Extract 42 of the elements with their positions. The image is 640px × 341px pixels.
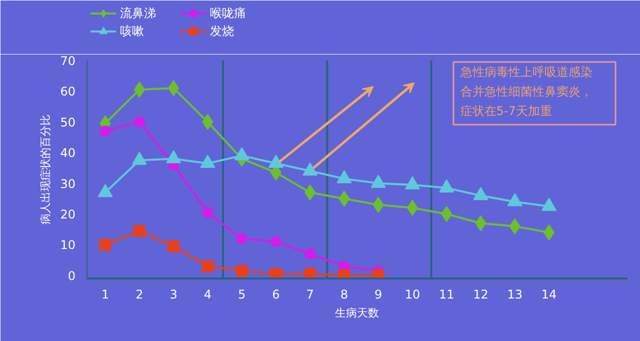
y-tick-label: 70 (60, 54, 76, 68)
point (236, 233, 248, 244)
legend-label: 发烧 (210, 22, 235, 40)
y-tick-label: 0 (68, 268, 76, 283)
x-tick-label: 3 (170, 288, 178, 302)
legend-label: 喉咙痛 (210, 4, 247, 22)
x-axis-title: 生病天数 (335, 306, 379, 320)
point (133, 224, 146, 237)
point (134, 116, 145, 128)
x-tick-label: 2 (136, 288, 144, 302)
point (270, 236, 282, 248)
y-tick-label: 10 (60, 238, 76, 252)
point (168, 240, 180, 252)
y-axis-title: 病人出现症状的百分比 (39, 114, 52, 224)
x-tick-label: 14 (541, 288, 557, 302)
y-tick-label: 50 (60, 115, 76, 130)
point (304, 248, 316, 260)
x-tick-label: 7 (306, 288, 314, 302)
point (270, 268, 282, 278)
x-tick-label: 1 (101, 288, 110, 302)
x-tick-label: 4 (204, 288, 212, 302)
x-tick-label: 13 (507, 288, 523, 302)
y-tick-label: 20 (60, 208, 76, 222)
y-tick-label: 30 (60, 176, 76, 191)
y-tick-label: 60 (60, 84, 76, 99)
x-tick-label: 12 (473, 288, 488, 302)
point (100, 126, 111, 137)
x-tick-label: 5 (238, 288, 246, 302)
point (304, 268, 316, 278)
point (236, 264, 248, 277)
point (202, 260, 214, 272)
x-tick-label: 6 (272, 288, 280, 302)
x-tick-label: 10 (404, 288, 420, 302)
x-tick-label: 8 (340, 288, 348, 302)
point (99, 238, 112, 251)
x-tick-label: 9 (374, 288, 382, 302)
legend-label: 咳嗽 (120, 22, 145, 40)
y-tick-label: 40 (60, 146, 76, 160)
point (202, 206, 214, 218)
annotation: 急性病毒性上呼吸道感染合并急性细菌性鼻窦炎，症状在5-7天加重 (459, 65, 592, 118)
x-tick-label: 11 (438, 288, 454, 302)
legend-label: 流鼻涕 (120, 4, 157, 22)
